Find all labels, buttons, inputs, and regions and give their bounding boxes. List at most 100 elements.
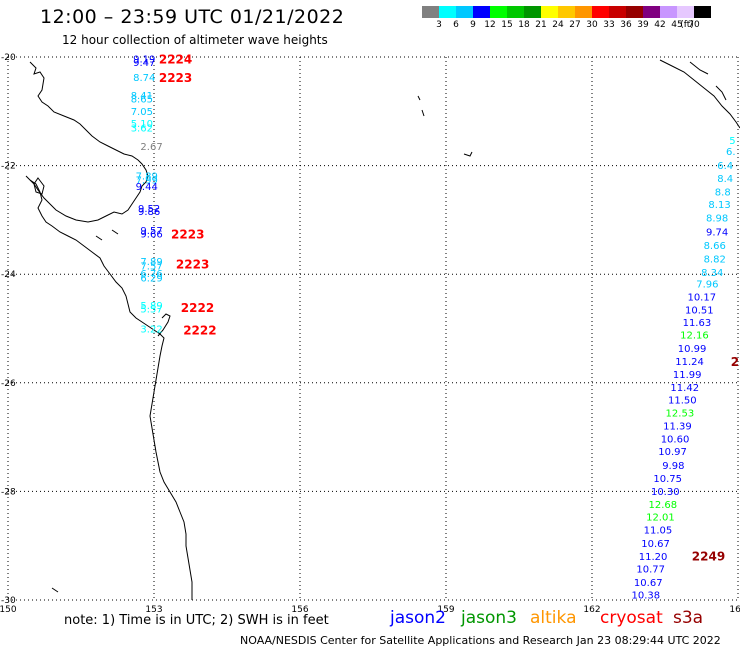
wave-height-label: 10.99 [678,344,707,355]
legend-swatch [456,6,473,18]
wave-height-label: 9.47 [133,58,155,69]
wave-height-label: 10.17 [687,292,716,303]
legend-swatch [541,6,558,18]
wave-height-label: 8.8 [715,188,731,199]
legend-unit: (ft) [680,20,694,30]
chart-title: 12:00 – 23:59 UTC 01/21/2022 [40,6,345,28]
wave-height-label: 10.30 [651,487,680,498]
wave-height-label: 8.82 [704,254,726,265]
legend-swatch [524,6,541,18]
lat-tick-label: -30 [1,596,16,606]
wave-height-label: 11.50 [668,396,697,407]
wave-height-label: 11.99 [673,370,702,381]
wave-height-label: 10.38 [631,591,660,602]
legend-label: 18 [518,20,530,30]
wave-height-label: 9.86 [138,207,160,218]
legend-swatch [490,6,507,18]
satellite-name: jason3 [461,608,517,628]
lat-lon-grid [7,56,739,601]
pass-time-label: 2222 [183,324,216,338]
wave-height-label: 5 [729,136,735,147]
wave-height-label: 7.05 [131,107,153,118]
legend-label: 39 [637,20,649,30]
wave-height-label: 3.22 [140,325,162,336]
pass-time-label: 2223 [176,257,209,271]
wave-height-label: 7.57 [140,262,162,273]
wave-height-label: 9.44 [136,182,158,193]
wave-height-label: 7.89 [136,171,158,182]
wave-height-label: 8.98 [706,214,728,225]
wave-height-label: 6.76 [140,269,162,280]
lat-tick-label: -28 [1,487,16,497]
lon-tick-label: 159 [437,605,454,615]
wave-height-label: 3.62 [131,124,153,135]
legend-label: 27 [569,20,581,30]
wave-height-label: 9.74 [706,227,728,238]
wave-height-label: 11.20 [639,552,668,563]
lon-tick-label: 153 [145,605,162,615]
lon-tick-label: 156 [291,605,308,615]
satellite-name: altika [530,608,577,628]
wave-height-label: 11.39 [663,422,692,433]
pass-time-label: 2223 [159,71,192,85]
wave-height-label: 8.65 [131,94,153,105]
wave-height-label: 7.89 [140,257,162,268]
footer-credit: NOAA/NESDIS Center for Satellite Applica… [240,634,721,647]
wave-height-label: 10.67 [641,539,670,550]
legend-swatch [609,6,626,18]
wave-height-label: 10.51 [685,305,714,316]
wave-height-label: 9.57 [140,226,162,237]
legend-swatch [439,6,456,18]
lat-tick-label: -22 [1,162,16,172]
legend-label: 45 [671,20,683,30]
wave-height-label: 8.74 [133,73,155,84]
wave-height-label: 5.89 [140,301,162,312]
wave-height-label: 10.75 [653,474,682,485]
wave-height-label: 11.24 [675,357,704,368]
satellite-name: s3a [673,608,704,628]
altimeter-track-west: 9.199.47 8.74 8.418.65 7.055.103.62 2.67 7.89… [131,55,163,336]
lat-tick-label: -20 [1,53,16,63]
lat-tick-label: -26 [1,379,16,389]
wave-height-label: 8.34 [701,268,723,279]
wave-height-label: 10.60 [661,435,690,446]
wave-height-label: 12.68 [649,500,678,511]
legend-label: 30 [586,20,598,30]
legend-swatch [626,6,643,18]
legend-swatch [660,6,677,18]
wave-height-label: 12.16 [680,330,709,341]
pass-time-label: 2249 [692,549,725,563]
wave-height-label: 9.19 [133,55,155,66]
wave-height-label: 6.4 [717,161,733,172]
legend-swatch [575,6,592,18]
wave-height-label: 10.97 [658,447,687,458]
legend-label: 12 [484,20,496,30]
lon-tick-label: 165 [729,605,740,615]
legend-label: 70 [688,20,700,30]
wave-height-label: 6. [726,147,736,158]
wave-height-label: 11.63 [683,318,712,329]
legend-swatch [558,6,575,18]
wave-height-label: 8.4 [717,174,733,185]
wave-height-label: 8.66 [704,241,726,252]
wave-height-label: 11.05 [644,525,673,536]
legend-swatch [694,6,711,18]
wave-height-label: 11.42 [670,383,699,394]
altimeter-track-east: 56. 6.4 8.4 8.88.13 8.98 9.74 8.66 8.82 8.347.96… [631,136,735,601]
wave-height-label: 7.99 [136,176,158,187]
wave-height-label: 8.13 [708,200,730,211]
wave-height-label: 9.66 [140,229,162,240]
wave-height-label: 9.98 [662,461,684,472]
legend-label: 24 [552,20,564,30]
lon-tick-label: 162 [583,605,600,615]
lat-tick-label: -24 [1,270,16,280]
legend-label: 42 [654,20,666,30]
legend-label: 36 [620,20,632,30]
wave-height-label: 2.67 [140,142,162,153]
legend-swatch [643,6,660,18]
pass-time-label: 22- [731,355,740,369]
wave-height-label: 10.77 [636,565,665,576]
pass-time-label: 2222 [181,301,214,315]
wave-height-label: 8.41 [131,91,153,102]
legend-label: 3 [436,20,442,30]
